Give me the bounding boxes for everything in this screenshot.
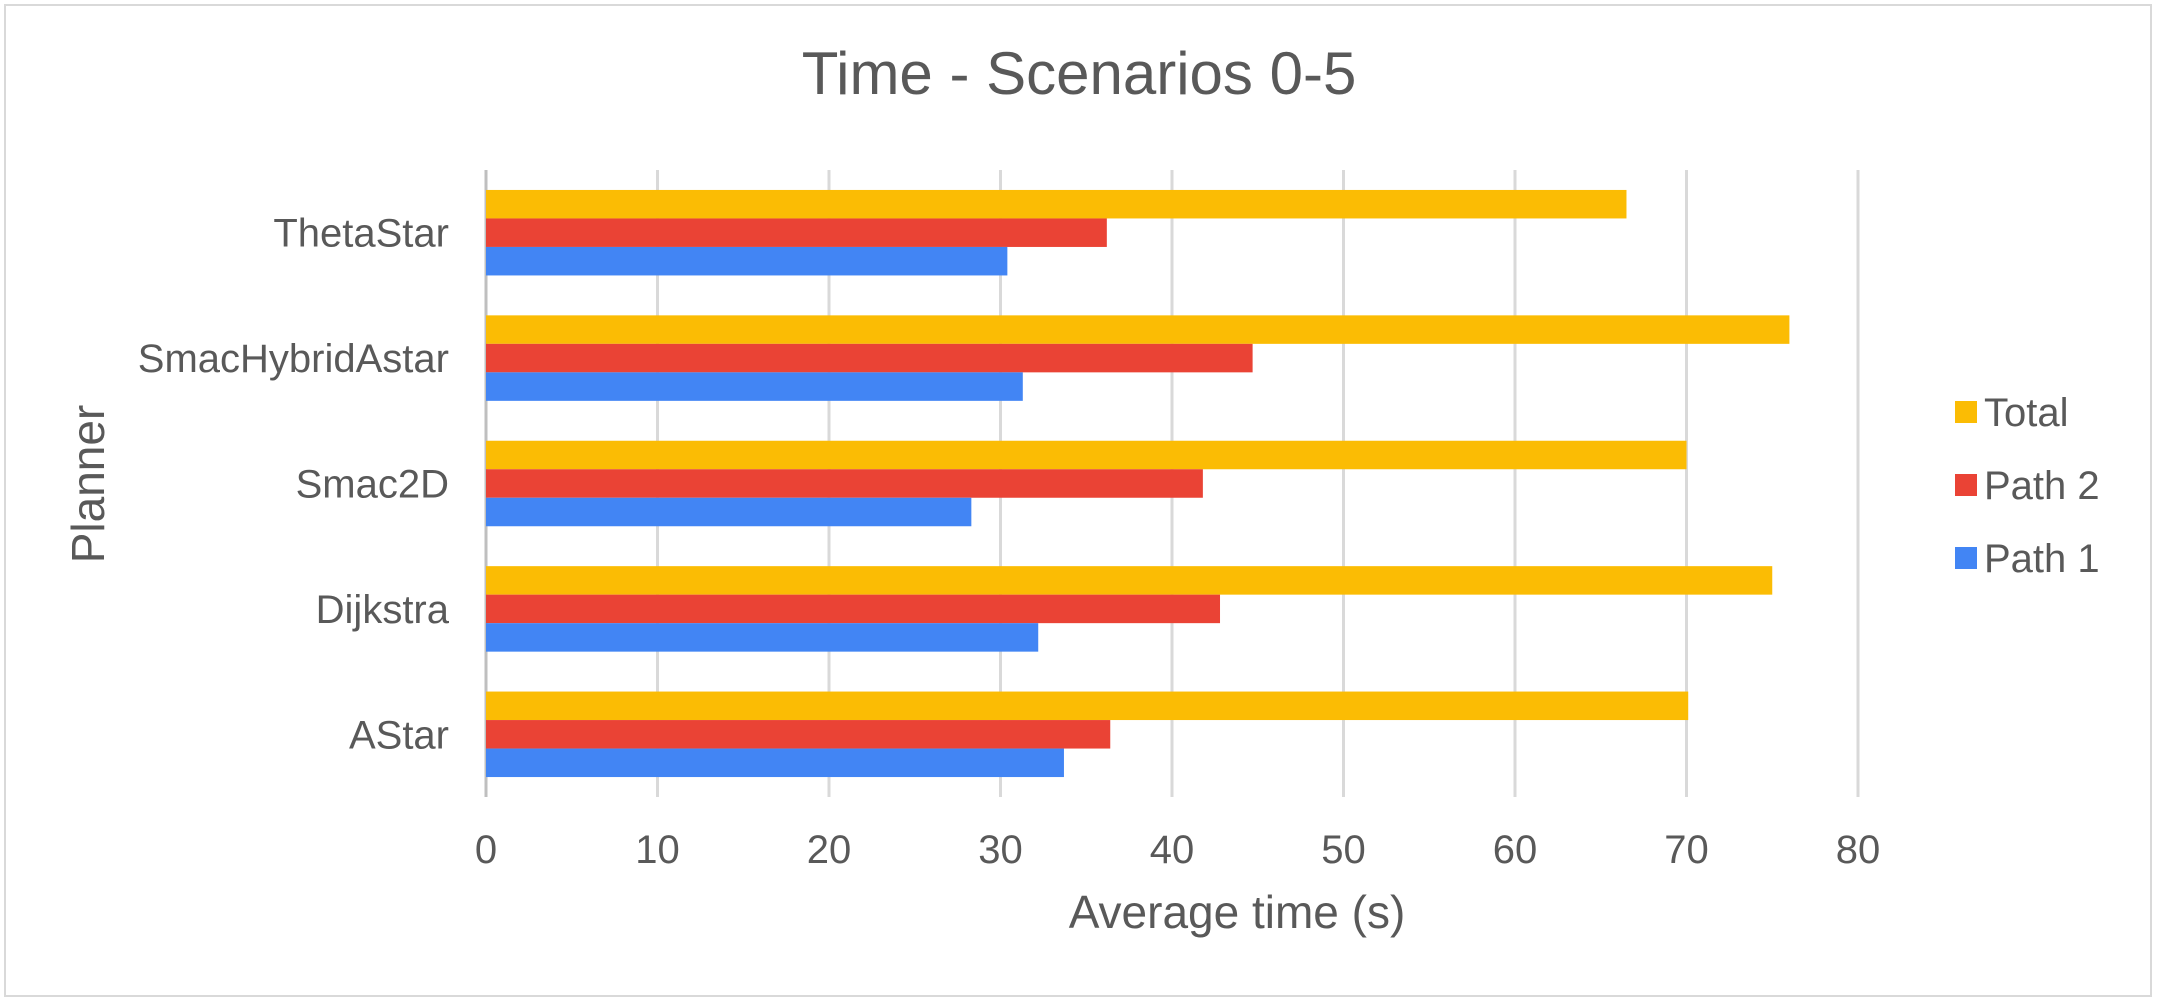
bar-total: [486, 189, 1627, 219]
legend-swatch: [1955, 547, 1977, 569]
bar-path-2: [486, 720, 1111, 749]
x-tick-label: 60: [1493, 828, 1538, 872]
legend-swatch: [1955, 401, 1977, 423]
bar-path-1: [486, 748, 1064, 778]
y-tick-label: ThetaStar: [273, 212, 449, 256]
x-tick-label: 40: [1150, 828, 1195, 872]
bar-path-2: [486, 594, 1221, 624]
legend-label: Path 2: [1984, 464, 2100, 508]
legend-swatch: [1955, 474, 1977, 496]
bar-path-1: [486, 372, 1023, 401]
legend: Total Path 2 Path 1: [1955, 391, 2100, 581]
y-tick-label: SmacHybridAstar: [138, 337, 449, 381]
bar-path-2: [486, 343, 1253, 373]
x-tick-label: 10: [635, 828, 680, 872]
y-tick-labels: AStar Dijkstra Smac2D SmacHybridAstar ThetaS…: [138, 212, 450, 758]
y-axis-label: Planner: [62, 405, 114, 564]
y-tick-label: Smac2D: [296, 463, 449, 507]
legend-label: Path 1: [1984, 537, 2100, 581]
bar-total: [486, 315, 1790, 344]
x-tick-label: 80: [1836, 828, 1881, 872]
x-tick-label: 50: [1321, 828, 1366, 872]
chart-title: Time - Scenarios 0-5: [802, 40, 1357, 107]
x-axis-label: Average time (s): [1069, 886, 1406, 938]
bar-total: [486, 440, 1687, 470]
bar-path-2: [486, 218, 1107, 247]
x-tick-label: 20: [807, 828, 852, 872]
bar-total: [486, 691, 1689, 721]
bar-path-1: [486, 623, 1039, 652]
y-tick-label: AStar: [349, 713, 449, 757]
legend-label: Total: [1984, 391, 2069, 435]
bar-path-2: [486, 469, 1203, 498]
bar-total: [486, 566, 1773, 595]
x-tick-label: 0: [475, 828, 497, 872]
x-tick-label: 70: [1664, 828, 1709, 872]
x-tick-labels: 0 10 20 30 40 50 60 70 80: [475, 828, 1880, 872]
x-tick-label: 30: [978, 828, 1023, 872]
bars: [486, 189, 1790, 778]
y-tick-label: Dijkstra: [316, 588, 450, 632]
bar-path-1: [486, 246, 1008, 276]
chart-frame: [4, 4, 2152, 997]
bar-path-1: [486, 497, 972, 527]
